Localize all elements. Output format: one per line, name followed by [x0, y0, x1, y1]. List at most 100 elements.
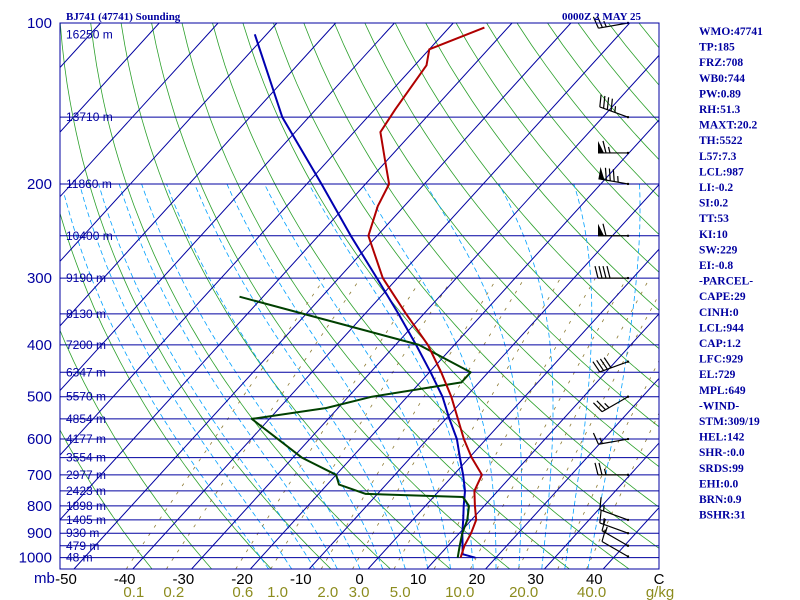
mixing-ratio-tick-label: 0.2 — [163, 584, 184, 600]
mixing-ratio-line — [517, 293, 659, 569]
pressure-tick-label: 300 — [27, 270, 52, 287]
index-value: WB0:744 — [699, 73, 745, 85]
index-value: TH:5522 — [699, 135, 743, 147]
pressure-tick-label: 900 — [27, 525, 52, 542]
mixing-ratio-line — [352, 277, 525, 569]
pressure-tick-label: 100 — [27, 15, 52, 32]
temperature-tick-label: 10 — [410, 571, 427, 588]
isotherm — [60, 23, 454, 456]
index-value: LCL:987 — [699, 166, 744, 178]
index-value: LCL:944 — [699, 322, 744, 334]
temperature-tick-label: -30 — [173, 571, 195, 588]
isotherm — [73, 23, 572, 569]
temperature-line — [367, 26, 485, 559]
height-label: 48 m — [66, 551, 93, 565]
moist-adiabat — [425, 183, 522, 569]
pressure-tick-label: 1000 — [19, 550, 52, 567]
index-value: TT:53 — [699, 213, 729, 225]
dry-adiabat — [60, 211, 272, 569]
moist-adiabat — [79, 183, 293, 569]
index-value: MAXT:20.2 — [699, 120, 757, 132]
mixing-ratio-tick-label: 2.0 — [317, 584, 338, 600]
height-label: 930 m — [66, 526, 99, 540]
dry-adiabat — [333, 23, 659, 428]
isotherm — [60, 23, 395, 392]
mixing-ratio-line — [320, 277, 498, 569]
dry-adiabat — [242, 23, 659, 549]
isotherm — [308, 183, 659, 569]
pressure-unit-label: mb — [34, 570, 55, 587]
pressure-tick-label: 200 — [27, 176, 52, 193]
index-value: TP:185 — [699, 42, 735, 54]
temperature-tick-label: -40 — [114, 571, 136, 588]
wind-barbs — [592, 15, 630, 558]
index-value: CAPE:29 — [699, 291, 746, 303]
index-value: L57:7.3 — [699, 151, 737, 163]
index-value: SHR-:0.0 — [699, 447, 745, 459]
height-label: 10400 m — [66, 229, 113, 243]
index-value: -WIND- — [699, 400, 739, 412]
sounding-curves — [239, 26, 485, 559]
isotherm — [367, 248, 659, 569]
plot-frame — [59, 22, 660, 570]
temperature-tick-label: -50 — [55, 571, 77, 588]
index-value: RH:51.3 — [699, 104, 740, 116]
index-value: LI:-0.2 — [699, 182, 733, 194]
index-value: FRZ:708 — [699, 57, 743, 69]
dry-adiabat — [151, 23, 511, 569]
index-value: KI:10 — [699, 229, 728, 241]
isotherm — [0, 23, 42, 569]
moist-adiabat — [194, 183, 406, 569]
height-label: 2977 m — [66, 468, 106, 482]
index-value: BRN:0.9 — [699, 494, 742, 506]
index-value: LFC:929 — [699, 354, 743, 366]
dry-adiabat — [394, 23, 659, 350]
isotherm — [60, 23, 513, 521]
time-title: 0000Z 2 MAY 25 — [562, 11, 641, 23]
height-label: 7200 m — [66, 338, 106, 352]
index-value: BSHR:31 — [699, 510, 746, 522]
moist-adiabat — [166, 183, 384, 569]
moist-adiabat — [587, 183, 641, 569]
stability-indices: WMO:47741 TP:185 FRZ:708 WB0:744 PW:0.89 RH:5… — [699, 26, 763, 522]
wind-barb — [594, 462, 630, 477]
index-value: CINH:0 — [699, 307, 739, 319]
height-label: 4854 m — [66, 412, 106, 426]
isotherm — [485, 377, 659, 569]
dry-adiabat — [212, 23, 630, 569]
wind-barb — [594, 265, 630, 280]
moist-adiabat — [264, 183, 451, 569]
mixing-ratio-tick-label: 20.0 — [509, 584, 538, 600]
pressure-tick-label: 800 — [27, 498, 52, 515]
isotherm — [60, 23, 160, 133]
wind-barb — [601, 529, 630, 558]
dry-adiabat — [455, 23, 659, 273]
mixing-ratio-line — [557, 360, 659, 569]
index-value: EL:729 — [699, 369, 736, 381]
mixing-ratio-line — [393, 277, 561, 569]
dewpoint-line — [239, 295, 472, 558]
height-label: 8130 m — [66, 307, 106, 321]
height-label: 3554 m — [66, 451, 106, 465]
index-value: SI:0.2 — [699, 198, 728, 210]
height-label: 2423 m — [66, 484, 106, 498]
dry-adiabat — [60, 23, 332, 569]
isotherm — [132, 23, 631, 569]
pressure-tick-label: 700 — [27, 467, 52, 484]
height-label: 5570 m — [66, 390, 106, 404]
isotherm — [250, 119, 659, 569]
dry-adiabat — [60, 329, 212, 569]
wind-barb — [592, 432, 630, 445]
temperature-tick-label: -10 — [290, 571, 312, 588]
index-value: PW:0.89 — [699, 88, 741, 100]
isotherm — [426, 313, 659, 569]
height-label: 1898 m — [66, 499, 106, 513]
index-value: SRDS:99 — [699, 463, 744, 475]
temperature-tick-label: 20 — [469, 571, 486, 588]
mixing-ratio-tick-label: 0.6 — [232, 584, 253, 600]
dry-adiabat — [120, 23, 451, 569]
mixing-ratio-line — [586, 412, 659, 569]
index-value: -PARCEL- — [699, 276, 753, 288]
mixing-ratio-tick-label: 10.0 — [445, 584, 474, 600]
index-value: HEL:142 — [699, 432, 745, 444]
